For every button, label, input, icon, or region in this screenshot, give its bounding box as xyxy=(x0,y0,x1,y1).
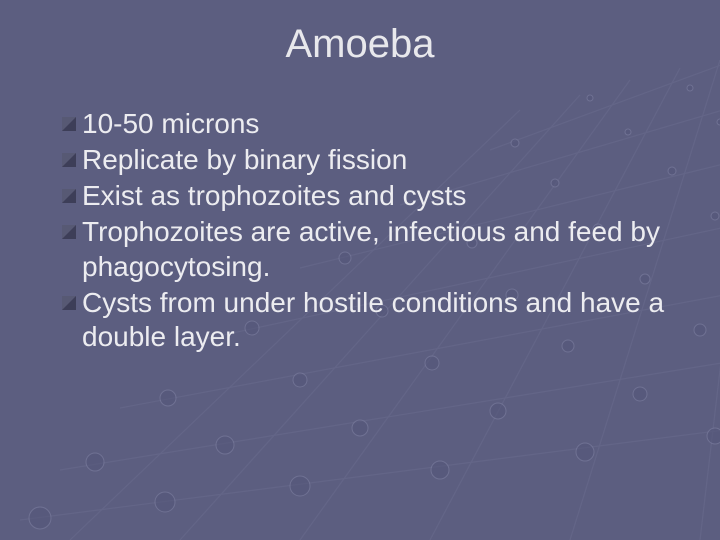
bullet-text: Exist as trophozoites and cysts xyxy=(82,179,466,213)
bullet-square-icon xyxy=(62,296,76,310)
bullet-text: 10-50 microns xyxy=(82,107,259,141)
slide-title: Amoeba xyxy=(0,0,720,107)
list-item: Exist as trophozoites and cysts xyxy=(62,179,670,213)
list-item: Cysts from under hostile conditions and … xyxy=(62,286,670,354)
bullet-square-icon xyxy=(62,189,76,203)
bullet-square-icon xyxy=(62,117,76,131)
bullet-list: 10-50 microns Replicate by binary fissio… xyxy=(0,107,720,354)
bullet-text: Cysts from under hostile conditions and … xyxy=(82,286,670,354)
slide: Amoeba 10-50 microns Replicate by binary… xyxy=(0,0,720,540)
bullet-square-icon xyxy=(62,153,76,167)
bullet-square-icon xyxy=(62,225,76,239)
bullet-text: Trophozoites are active, infectious and … xyxy=(82,215,670,283)
list-item: Trophozoites are active, infectious and … xyxy=(62,215,670,283)
list-item: Replicate by binary fission xyxy=(62,143,670,177)
list-item: 10-50 microns xyxy=(62,107,670,141)
bullet-text: Replicate by binary fission xyxy=(82,143,407,177)
